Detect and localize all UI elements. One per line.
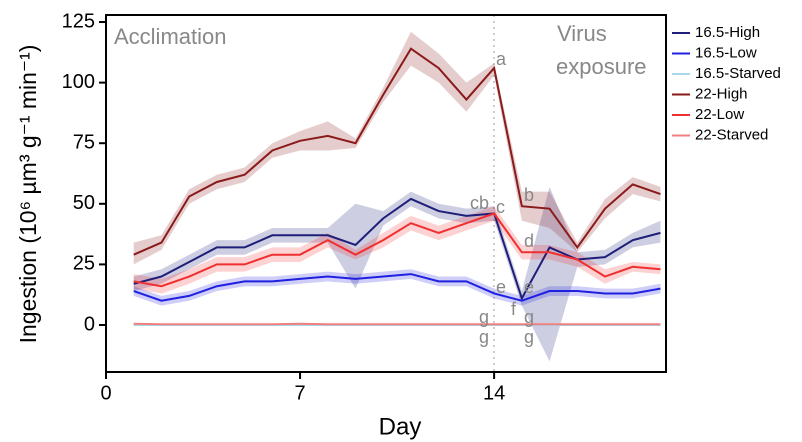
plot-frame <box>105 14 667 373</box>
y-tick-label: 75 <box>73 131 95 153</box>
legend-label: 16.5-Starved <box>695 65 781 82</box>
annotation: g <box>524 307 534 327</box>
y-tick-label: 100 <box>62 71 95 93</box>
annotation: e <box>496 277 506 297</box>
y-tick-label: 0 <box>84 313 95 335</box>
series-line <box>133 47 661 256</box>
legend-label: 16.5-Low <box>695 44 757 61</box>
legend-label: 22-Starved <box>695 126 768 143</box>
confidence-band <box>133 269 661 306</box>
series-line <box>133 212 661 288</box>
y-tick-label: 125 <box>62 10 95 32</box>
annotation: e <box>524 277 534 297</box>
annotation: g <box>479 327 489 347</box>
annotation: Virus <box>557 21 607 46</box>
y-tick-label: 25 <box>73 253 95 275</box>
annotation: b <box>524 185 534 205</box>
annotation: exposure <box>556 54 647 79</box>
annotation: Acclimation <box>114 24 226 49</box>
series-line <box>133 273 661 302</box>
annotation: f <box>511 299 517 319</box>
confidence-band <box>133 186 661 362</box>
legend-label: 16.5-High <box>695 24 760 41</box>
y-tick-label: 50 <box>73 192 95 214</box>
x-tick-label: 7 <box>294 382 305 404</box>
annotation: cb <box>470 193 489 213</box>
x-axis-label: Day <box>379 413 422 440</box>
annotation: c <box>496 197 505 217</box>
x-tick-label: 0 <box>100 382 111 404</box>
annotation: g <box>524 327 534 347</box>
annotation: a <box>496 49 507 69</box>
annotation: d <box>524 231 534 251</box>
legend-label: 22-High <box>695 85 748 102</box>
legend-label: 22-Low <box>695 106 744 123</box>
y-axis-label: Ingestion (10⁶ µm³ g⁻¹ min⁻¹) <box>15 45 41 344</box>
annotation: g <box>479 307 489 327</box>
x-tick-label: 14 <box>483 382 505 404</box>
